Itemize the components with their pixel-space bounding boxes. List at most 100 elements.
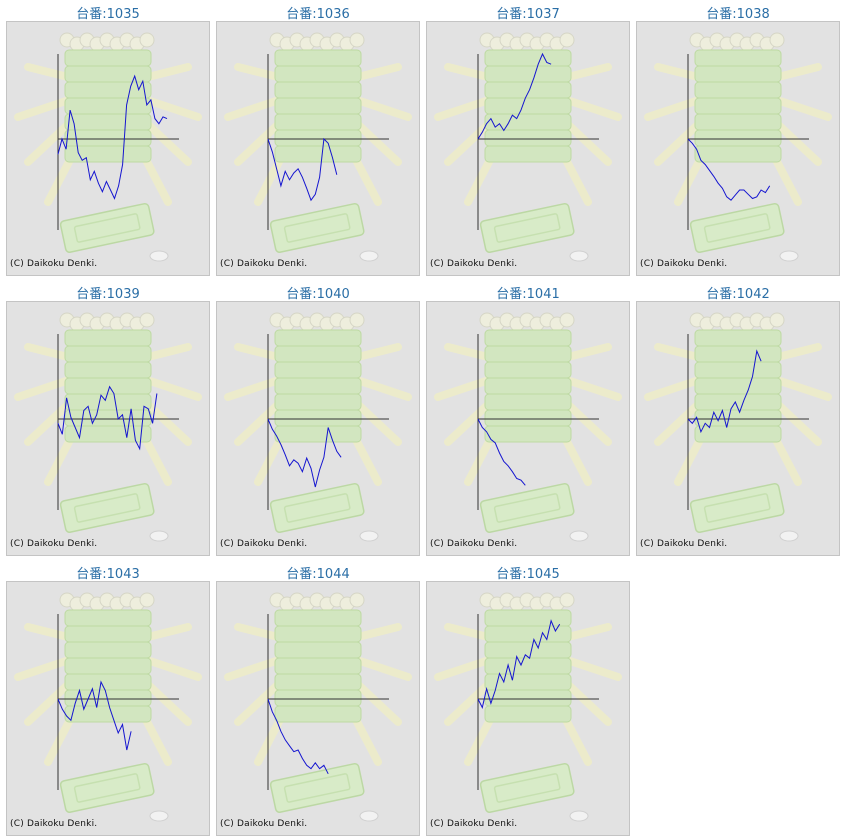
chart-svg: [427, 582, 629, 835]
stacked-boxes: [484, 609, 572, 723]
ball-tray: [59, 482, 155, 533]
chart-panel: 台番:1035 (C) Daikoku Denki.: [6, 0, 210, 276]
chart-title[interactable]: 台番:1037: [496, 7, 560, 22]
pachinko-background-illustration: [217, 22, 419, 275]
chart-svg: [7, 582, 209, 835]
copyright-text: (C) Daikoku Denki.: [220, 539, 308, 549]
copyright-text: (C) Daikoku Denki.: [220, 259, 308, 269]
chart-svg: [7, 302, 209, 555]
pachinko-background-illustration: [637, 22, 839, 275]
coin: [149, 250, 169, 262]
coin: [359, 530, 379, 542]
chart-title[interactable]: 台番:1042: [706, 287, 770, 302]
series-line: [687, 138, 771, 201]
chart-title[interactable]: 台番:1044: [286, 567, 350, 582]
stacked-boxes: [274, 329, 362, 443]
ball-tray: [479, 762, 575, 813]
chart-svg: [637, 302, 839, 555]
pachinko-background-illustration: [217, 302, 419, 555]
coin: [149, 810, 169, 822]
ball-pile: [59, 592, 155, 612]
series-line: [267, 418, 342, 488]
series-line: [477, 418, 526, 486]
chart-title[interactable]: 台番:1043: [76, 567, 140, 582]
ball-tray: [689, 482, 785, 533]
coin: [779, 250, 799, 262]
chart-frame: (C) Daikoku Denki.: [6, 581, 210, 836]
coin: [779, 530, 799, 542]
chart-panel: 台番:1044 (C) Daikoku Denki.: [216, 560, 420, 836]
series-line: [57, 74, 168, 200]
chart-title[interactable]: 台番:1041: [496, 287, 560, 302]
chart-title[interactable]: 台番:1038: [706, 7, 770, 22]
copyright-text: (C) Daikoku Denki.: [430, 259, 518, 269]
coin: [569, 250, 589, 262]
chart-panel: 台番:1042 (C) Daikoku Denki.: [636, 280, 840, 556]
chart-frame: (C) Daikoku Denki.: [426, 301, 630, 556]
stacked-boxes: [64, 49, 152, 163]
pachinko-background-illustration: [217, 582, 419, 835]
chart-panel: 台番:1038 (C) Daikoku Denki.: [636, 0, 840, 276]
ball-pile: [59, 312, 155, 332]
ball-pile: [269, 592, 365, 612]
chart-panel: 台番:1041 (C) Daikoku Denki.: [426, 280, 630, 556]
copyright-text: (C) Daikoku Denki.: [640, 539, 728, 549]
chart-title[interactable]: 台番:1039: [76, 287, 140, 302]
copyright-text: (C) Daikoku Denki.: [220, 819, 308, 829]
coin: [359, 250, 379, 262]
ball-pile: [689, 312, 785, 332]
series-line: [57, 680, 132, 751]
chart-svg: [637, 22, 839, 275]
chart-title[interactable]: 台番:1040: [286, 287, 350, 302]
pachinko-background-illustration: [427, 582, 629, 835]
ball-pile: [479, 592, 575, 612]
coin: [359, 810, 379, 822]
coin: [569, 530, 589, 542]
chart-frame: (C) Daikoku Denki.: [6, 301, 210, 556]
ball-tray: [269, 202, 365, 253]
chart-frame: (C) Daikoku Denki.: [216, 301, 420, 556]
series-line: [267, 137, 338, 202]
series-line: [477, 52, 552, 140]
chart-panel: 台番:1037 (C) Daikoku Denki.: [426, 0, 630, 276]
chart-title[interactable]: 台番:1036: [286, 7, 350, 22]
ball-pile: [479, 32, 575, 52]
stacked-boxes: [274, 609, 362, 723]
ball-tray: [689, 202, 785, 253]
chart-frame: (C) Daikoku Denki.: [636, 301, 840, 556]
chart-panel: 台番:1036 (C) Daikoku Denki.: [216, 0, 420, 276]
pachinko-background-illustration: [7, 302, 209, 555]
ball-tray: [269, 762, 365, 813]
ball-tray: [59, 762, 155, 813]
chart-frame: (C) Daikoku Denki.: [426, 21, 630, 276]
chart-frame: (C) Daikoku Denki.: [426, 581, 630, 836]
chart-frame: (C) Daikoku Denki.: [636, 21, 840, 276]
chart-frame: (C) Daikoku Denki.: [6, 21, 210, 276]
pachinko-background-illustration: [427, 302, 629, 555]
stacked-boxes: [64, 609, 152, 723]
chart-panel: 台番:1039 (C) Daikoku Denki.: [6, 280, 210, 556]
stacked-boxes: [694, 49, 782, 163]
ball-pile: [269, 312, 365, 332]
stacked-boxes: [274, 49, 362, 163]
ball-pile: [479, 312, 575, 332]
pachinko-background-illustration: [7, 582, 209, 835]
stacked-boxes: [64, 329, 152, 443]
coin: [569, 810, 589, 822]
ball-tray: [479, 202, 575, 253]
chart-svg: [217, 582, 419, 835]
series-line: [267, 698, 329, 775]
copyright-text: (C) Daikoku Denki.: [640, 259, 728, 269]
chart-svg: [427, 302, 629, 555]
ball-pile: [269, 32, 365, 52]
chart-svg: [217, 22, 419, 275]
ball-tray: [269, 482, 365, 533]
pachinko-background-illustration: [7, 22, 209, 275]
pachinko-background-illustration: [637, 302, 839, 555]
chart-svg: [427, 22, 629, 275]
copyright-text: (C) Daikoku Denki.: [10, 539, 98, 549]
chart-title[interactable]: 台番:1035: [76, 7, 140, 22]
chart-title[interactable]: 台番:1045: [496, 567, 560, 582]
copyright-text: (C) Daikoku Denki.: [10, 259, 98, 269]
chart-frame: (C) Daikoku Denki.: [216, 581, 420, 836]
